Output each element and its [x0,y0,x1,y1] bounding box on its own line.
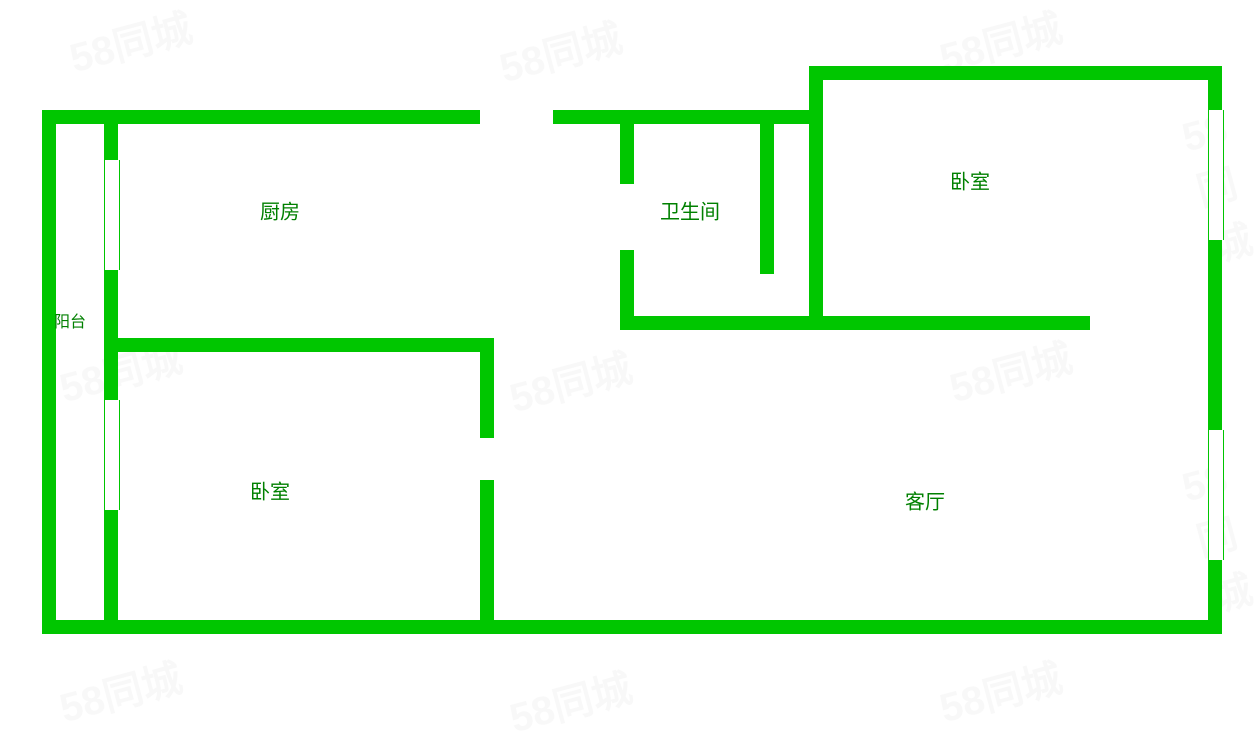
watermark: 58同城 [932,646,1067,734]
wall-bed2-right [480,480,494,634]
room-label-living: 客厅 [905,486,945,515]
room-label-balcony: 阳台 [54,308,86,332]
wall-balcony-window-bot [104,400,120,510]
wall-outer-top-left [42,110,480,124]
wall-living-window [1208,430,1224,560]
wall-kitchen-right-stub [480,338,494,438]
wall-balcony-window-top [104,160,120,270]
wall-kitchen-bottom [104,338,494,352]
wall-bath-bottom [620,316,1090,330]
wall-outer-top-right [809,66,1222,80]
room-label-bedroom1: 卧室 [950,166,990,195]
watermark: 58同城 [502,656,637,744]
watermark: 58同城 [52,646,187,734]
watermark: 58同城 [492,6,627,94]
floorplan-canvas: 58同城58同城58同城58同城58同城58同城58同城58同城58同城58同城… [0,0,1258,744]
wall-bed1-left [809,80,823,330]
watermark: 58同城 [62,0,197,84]
wall-bath-right [760,124,774,274]
watermark: 58同城 [502,336,637,424]
room-label-bedroom2: 卧室 [250,476,290,505]
wall-outer-bottom [42,620,1222,634]
wall-bed1-window [1208,110,1224,240]
wall-bath-left-top [620,124,634,184]
wall-outer-left [42,110,56,634]
wall-outer-top-mid [553,110,823,124]
room-label-kitchen: 厨房 [260,196,300,225]
room-label-bathroom: 卫生间 [660,196,720,225]
watermark: 58同城 [942,326,1077,414]
